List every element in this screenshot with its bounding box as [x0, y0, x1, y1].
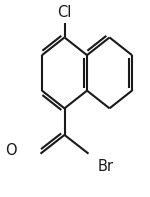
Text: Cl: Cl — [57, 5, 72, 20]
Text: O: O — [5, 143, 16, 158]
Text: Br: Br — [98, 159, 114, 174]
